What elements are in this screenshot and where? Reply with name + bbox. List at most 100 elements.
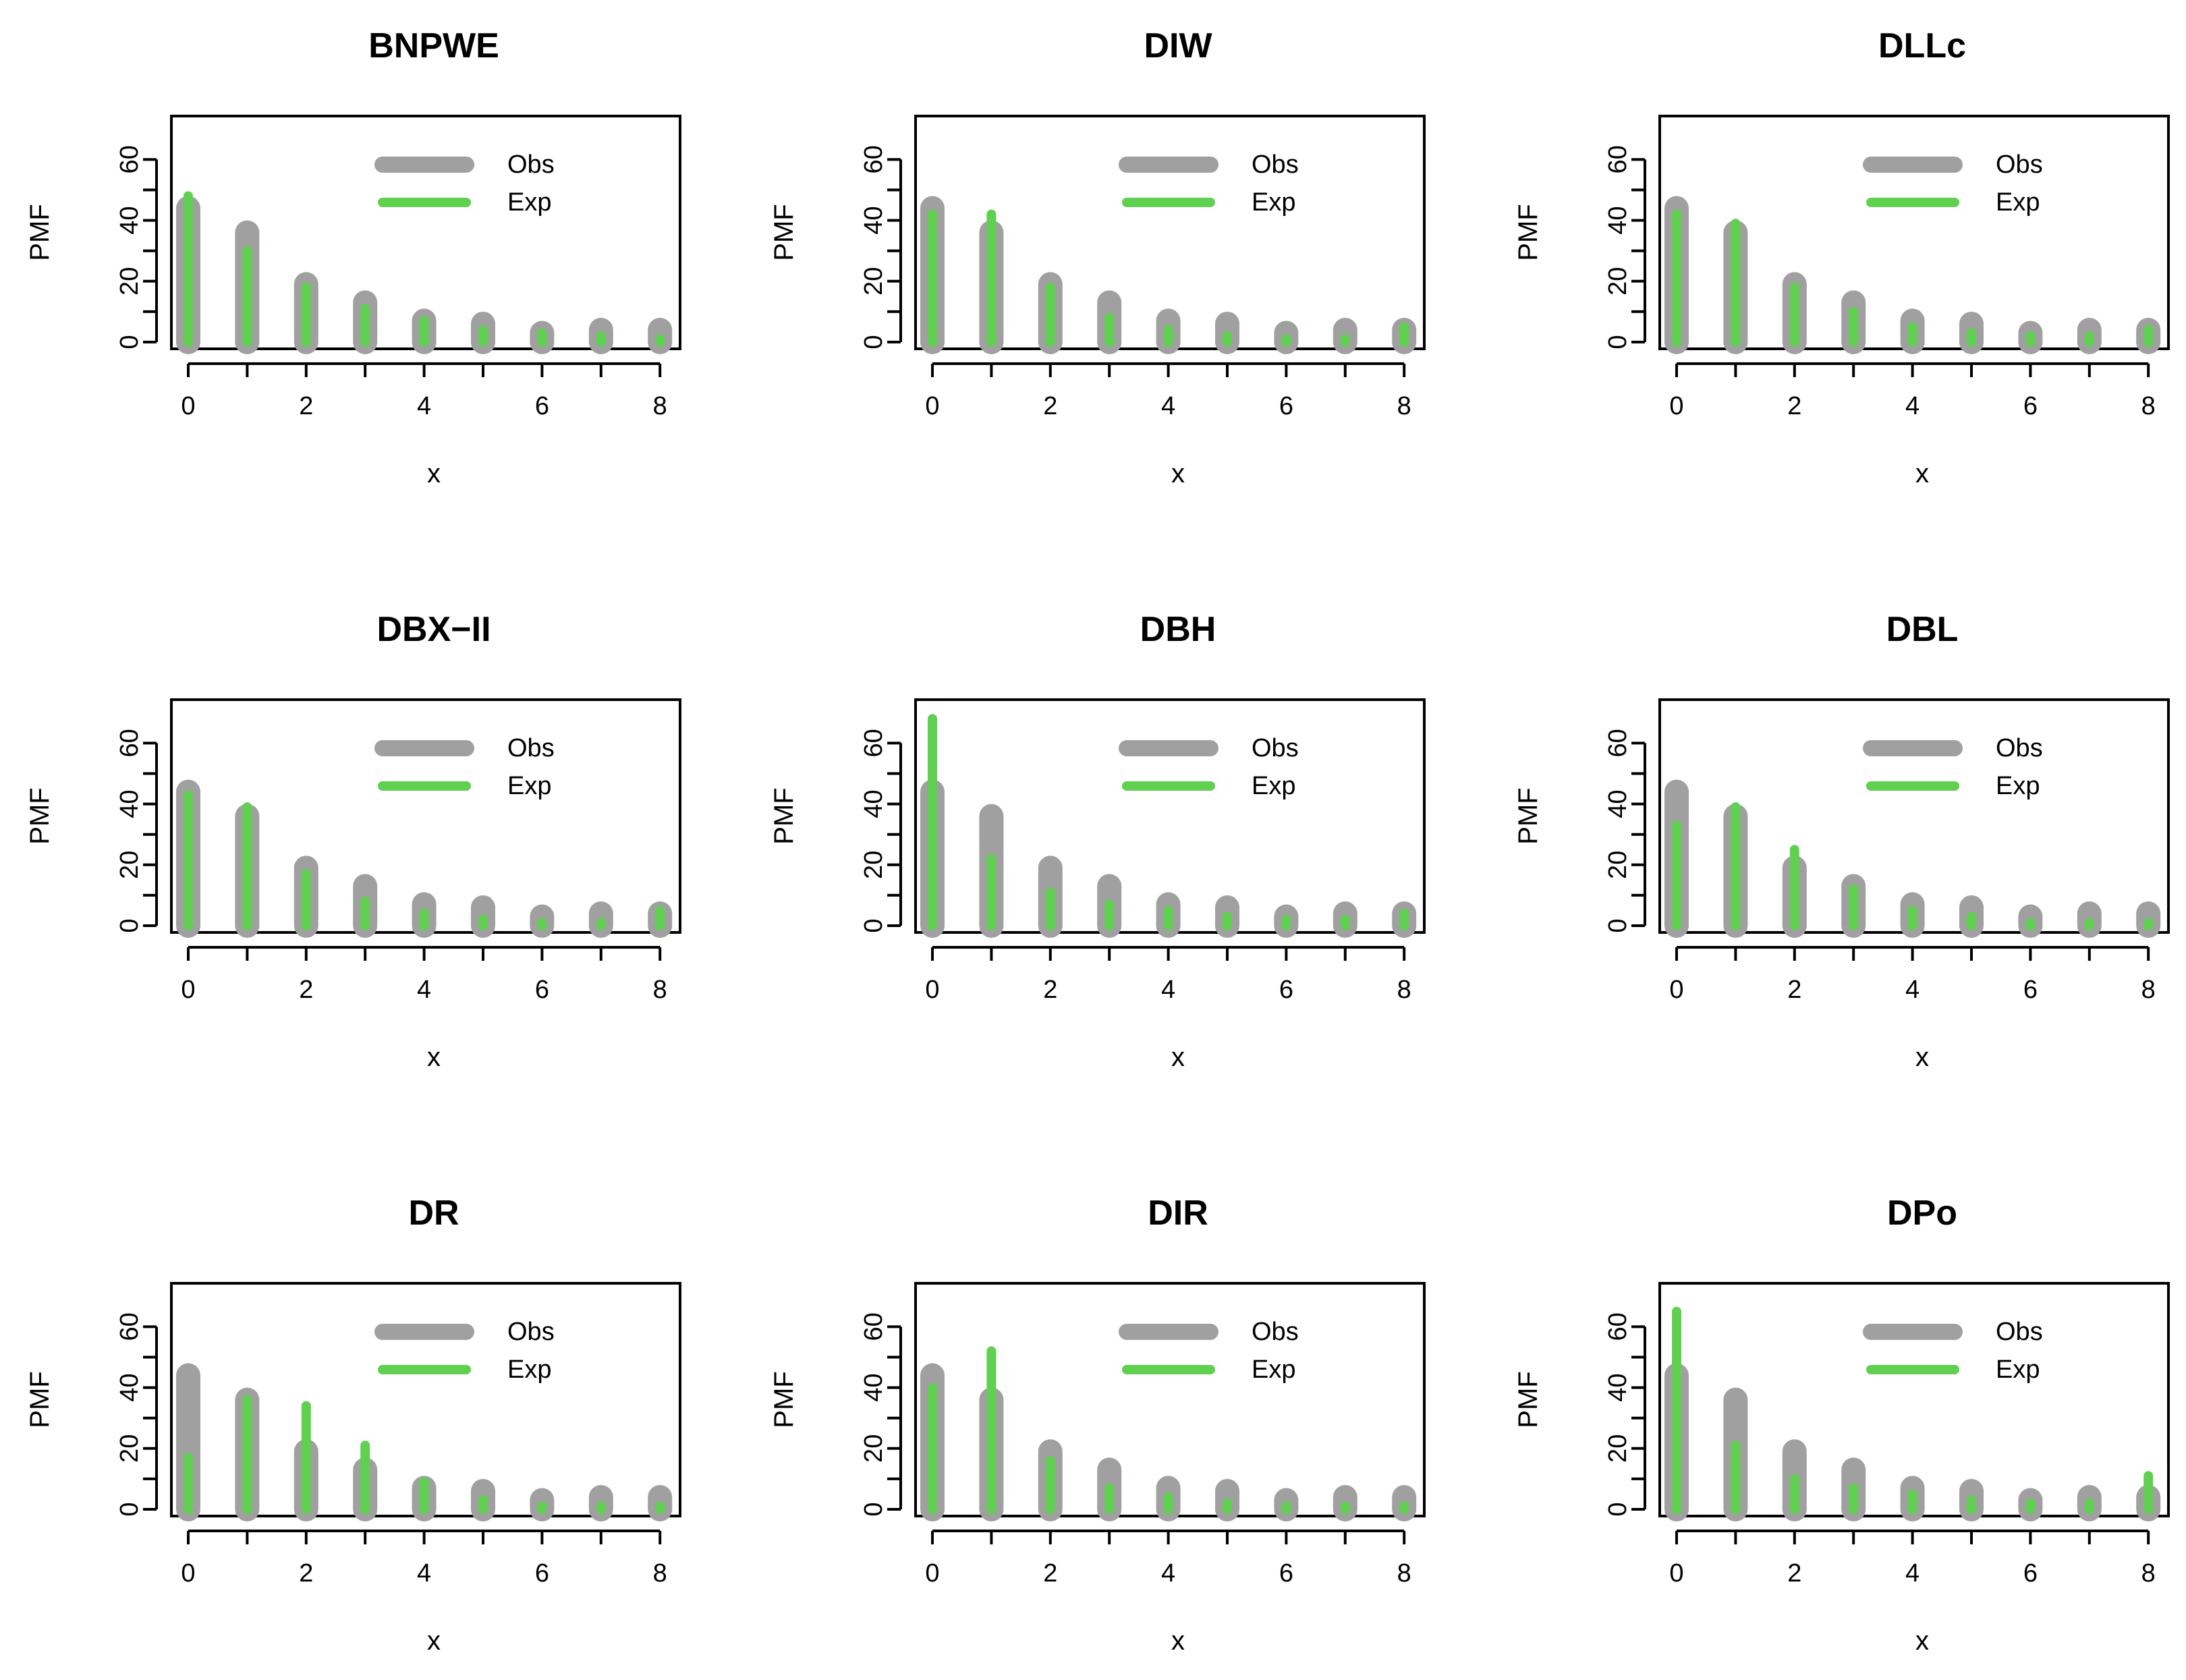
y-axis-label: PMF [25,204,55,260]
x-tick-label: 4 [1161,976,1175,1004]
x-tick-label: 6 [535,976,549,1004]
y-tick-label: 60 [1604,145,1632,173]
x-axis-label: x [1915,1626,1929,1656]
x-tick-label: 6 [2023,976,2038,1004]
x-tick-label: 2 [1043,976,1057,1004]
x-tick-label: 6 [1279,1559,1293,1588]
y-tick-label: 20 [1604,267,1632,296]
x-tick-label: 4 [1905,976,1919,1004]
chart-title: DR [408,1194,459,1233]
x-tick-label: 0 [181,392,195,420]
x-tick-label: 2 [299,1559,313,1588]
x-tick-label: 2 [299,392,313,420]
legend-exp-label: Exp [507,188,551,217]
x-tick-label: 8 [1397,1559,1411,1588]
legend-obs-label: Obs [1996,734,2043,762]
x-axis-label: x [427,1042,441,1072]
chart-title: DBH [1140,610,1216,649]
x-tick-label: 0 [925,976,939,1004]
x-tick-label: 0 [925,1559,939,1588]
y-tick-label: 40 [860,789,888,818]
x-tick-label: 8 [653,976,667,1004]
legend-exp-label: Exp [507,772,551,800]
y-tick-label: 40 [1604,1373,1632,1401]
y-tick-label: 0 [1604,335,1632,349]
x-tick-label: 2 [299,976,313,1004]
y-tick-label: 40 [860,206,888,234]
x-tick-label: 8 [2141,1559,2156,1588]
x-axis-label: x [1171,459,1185,488]
y-axis-label: PMF [769,204,799,260]
chart-panel-9: DPo 0 20 40 60 0 2 4 6 8 x PMF Obs Exp [1513,1194,2170,1656]
legend-exp-label: Exp [1996,188,2040,217]
y-tick-label: 40 [860,1373,888,1401]
chart-panel-4: DBX−II 0 20 40 60 0 2 4 6 8 x PMF Obs Exp [25,610,681,1072]
y-tick-label: 0 [115,335,144,349]
x-tick-label: 0 [1669,976,1683,1004]
legend-obs-label: Obs [507,150,555,179]
y-axis-label: PMF [25,1371,55,1428]
x-tick-label: 8 [2141,392,2156,420]
x-tick-label: 2 [1787,392,1801,420]
y-tick-label: 20 [860,267,888,296]
y-tick-label: 60 [860,1312,888,1341]
x-tick-label: 6 [1279,392,1293,420]
x-tick-label: 6 [1279,976,1293,1004]
y-tick-label: 0 [860,335,888,349]
y-tick-label: 0 [1604,918,1632,932]
x-tick-label: 4 [1161,1559,1175,1588]
legend-exp-label: Exp [1996,772,2040,800]
y-tick-label: 20 [860,1434,888,1463]
x-tick-label: 2 [1787,976,1801,1004]
y-tick-label: 40 [1604,789,1632,818]
x-tick-label: 6 [2023,392,2038,420]
y-tick-label: 0 [1604,1502,1632,1516]
x-tick-label: 2 [1043,1559,1057,1588]
legend-exp-label: Exp [1252,772,1295,800]
legend-obs-label: Obs [507,734,555,762]
x-tick-label: 2 [1787,1559,1801,1588]
y-tick-label: 60 [860,145,888,173]
y-tick-label: 60 [860,729,888,757]
y-tick-label: 40 [115,789,144,818]
x-axis-label: x [1171,1626,1185,1656]
x-axis-label: x [1915,1042,1929,1072]
legend-exp-label: Exp [507,1355,551,1384]
x-tick-label: 0 [1669,1559,1683,1588]
chart-panel-3: DLLc 0 20 40 60 0 2 4 6 8 x PMF Obs Exp [1513,26,2170,488]
y-tick-label: 40 [1604,206,1632,234]
y-tick-label: 20 [115,851,144,879]
legend-exp-label: Exp [1252,1355,1295,1384]
y-tick-label: 60 [115,729,144,757]
x-tick-label: 4 [1161,392,1175,420]
legend-obs-label: Obs [1252,734,1299,762]
x-tick-label: 6 [535,1559,549,1588]
y-tick-label: 60 [1604,729,1632,757]
y-tick-label: 20 [1604,1434,1632,1463]
chart-title: DPo [1887,1194,1957,1233]
chart-panel-5: DBH 0 20 40 60 0 2 4 6 8 x PMF Obs Exp [769,610,1426,1072]
y-axis-label: PMF [1513,204,1543,260]
chart-panel-7: DR 0 20 40 60 0 2 4 6 8 x PMF Obs Exp [25,1194,681,1656]
x-tick-label: 4 [417,976,431,1004]
chart-title: BNPWE [368,26,499,65]
x-tick-label: 2 [1043,392,1057,420]
chart-title: DIR [1148,1194,1208,1233]
legend-obs-label: Obs [1996,150,2043,179]
y-tick-label: 20 [115,1434,144,1463]
y-tick-label: 20 [115,267,144,296]
x-tick-label: 4 [417,1559,431,1588]
y-tick-label: 60 [115,1312,144,1341]
y-tick-label: 60 [1604,1312,1632,1341]
x-axis-label: x [427,459,441,488]
y-tick-label: 20 [1604,851,1632,879]
y-tick-label: 0 [860,1502,888,1516]
y-axis-label: PMF [1513,1371,1543,1428]
chart-panel-1: BNPWE 0 20 40 60 0 2 4 6 8 x PMF Obs Exp [25,26,681,488]
y-tick-label: 40 [115,206,144,234]
legend-exp-label: Exp [1996,1355,2040,1384]
x-tick-label: 0 [181,1559,195,1588]
chart-title: DIW [1144,26,1212,65]
chart-title: DBX−II [376,610,491,649]
